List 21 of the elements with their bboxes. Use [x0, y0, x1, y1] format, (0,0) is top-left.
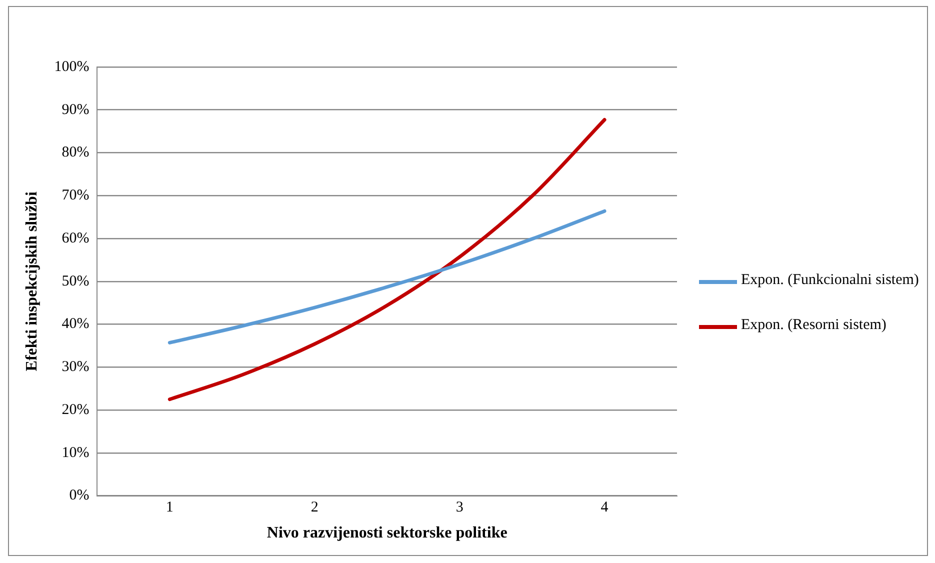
y-tick-label: 80%	[62, 144, 90, 161]
y-tick-label: 10%	[62, 444, 90, 461]
x-tick-label: 2	[310, 500, 318, 516]
x-tick-label: 1	[166, 500, 174, 516]
y-tick-label: 100%	[54, 58, 90, 75]
x-tick-label: 3	[456, 500, 464, 516]
y-tick-label: 0%	[69, 488, 90, 504]
x-tick-label: 4	[600, 500, 609, 516]
line-series	[168, 118, 606, 402]
legend-label: Expon. (Funkcionalni sistem)	[741, 272, 919, 289]
line-series	[168, 209, 606, 344]
legend-label: Expon. (Resorni sistem)	[741, 317, 886, 334]
y-tick-label: 40%	[62, 316, 90, 332]
y-tick-label: 30%	[62, 359, 90, 376]
y-tick-label: 20%	[62, 402, 90, 418]
x-axis-title: Nivo razvijenosti sektorske politike	[266, 524, 508, 542]
y-tick-label: 90%	[62, 102, 90, 118]
y-axis-title: Efekti inspekcijskih službi	[24, 191, 41, 372]
y-tick-label: 70%	[62, 188, 90, 204]
y-tick-label: 60%	[62, 230, 90, 246]
y-tick-label: 50%	[62, 273, 90, 290]
